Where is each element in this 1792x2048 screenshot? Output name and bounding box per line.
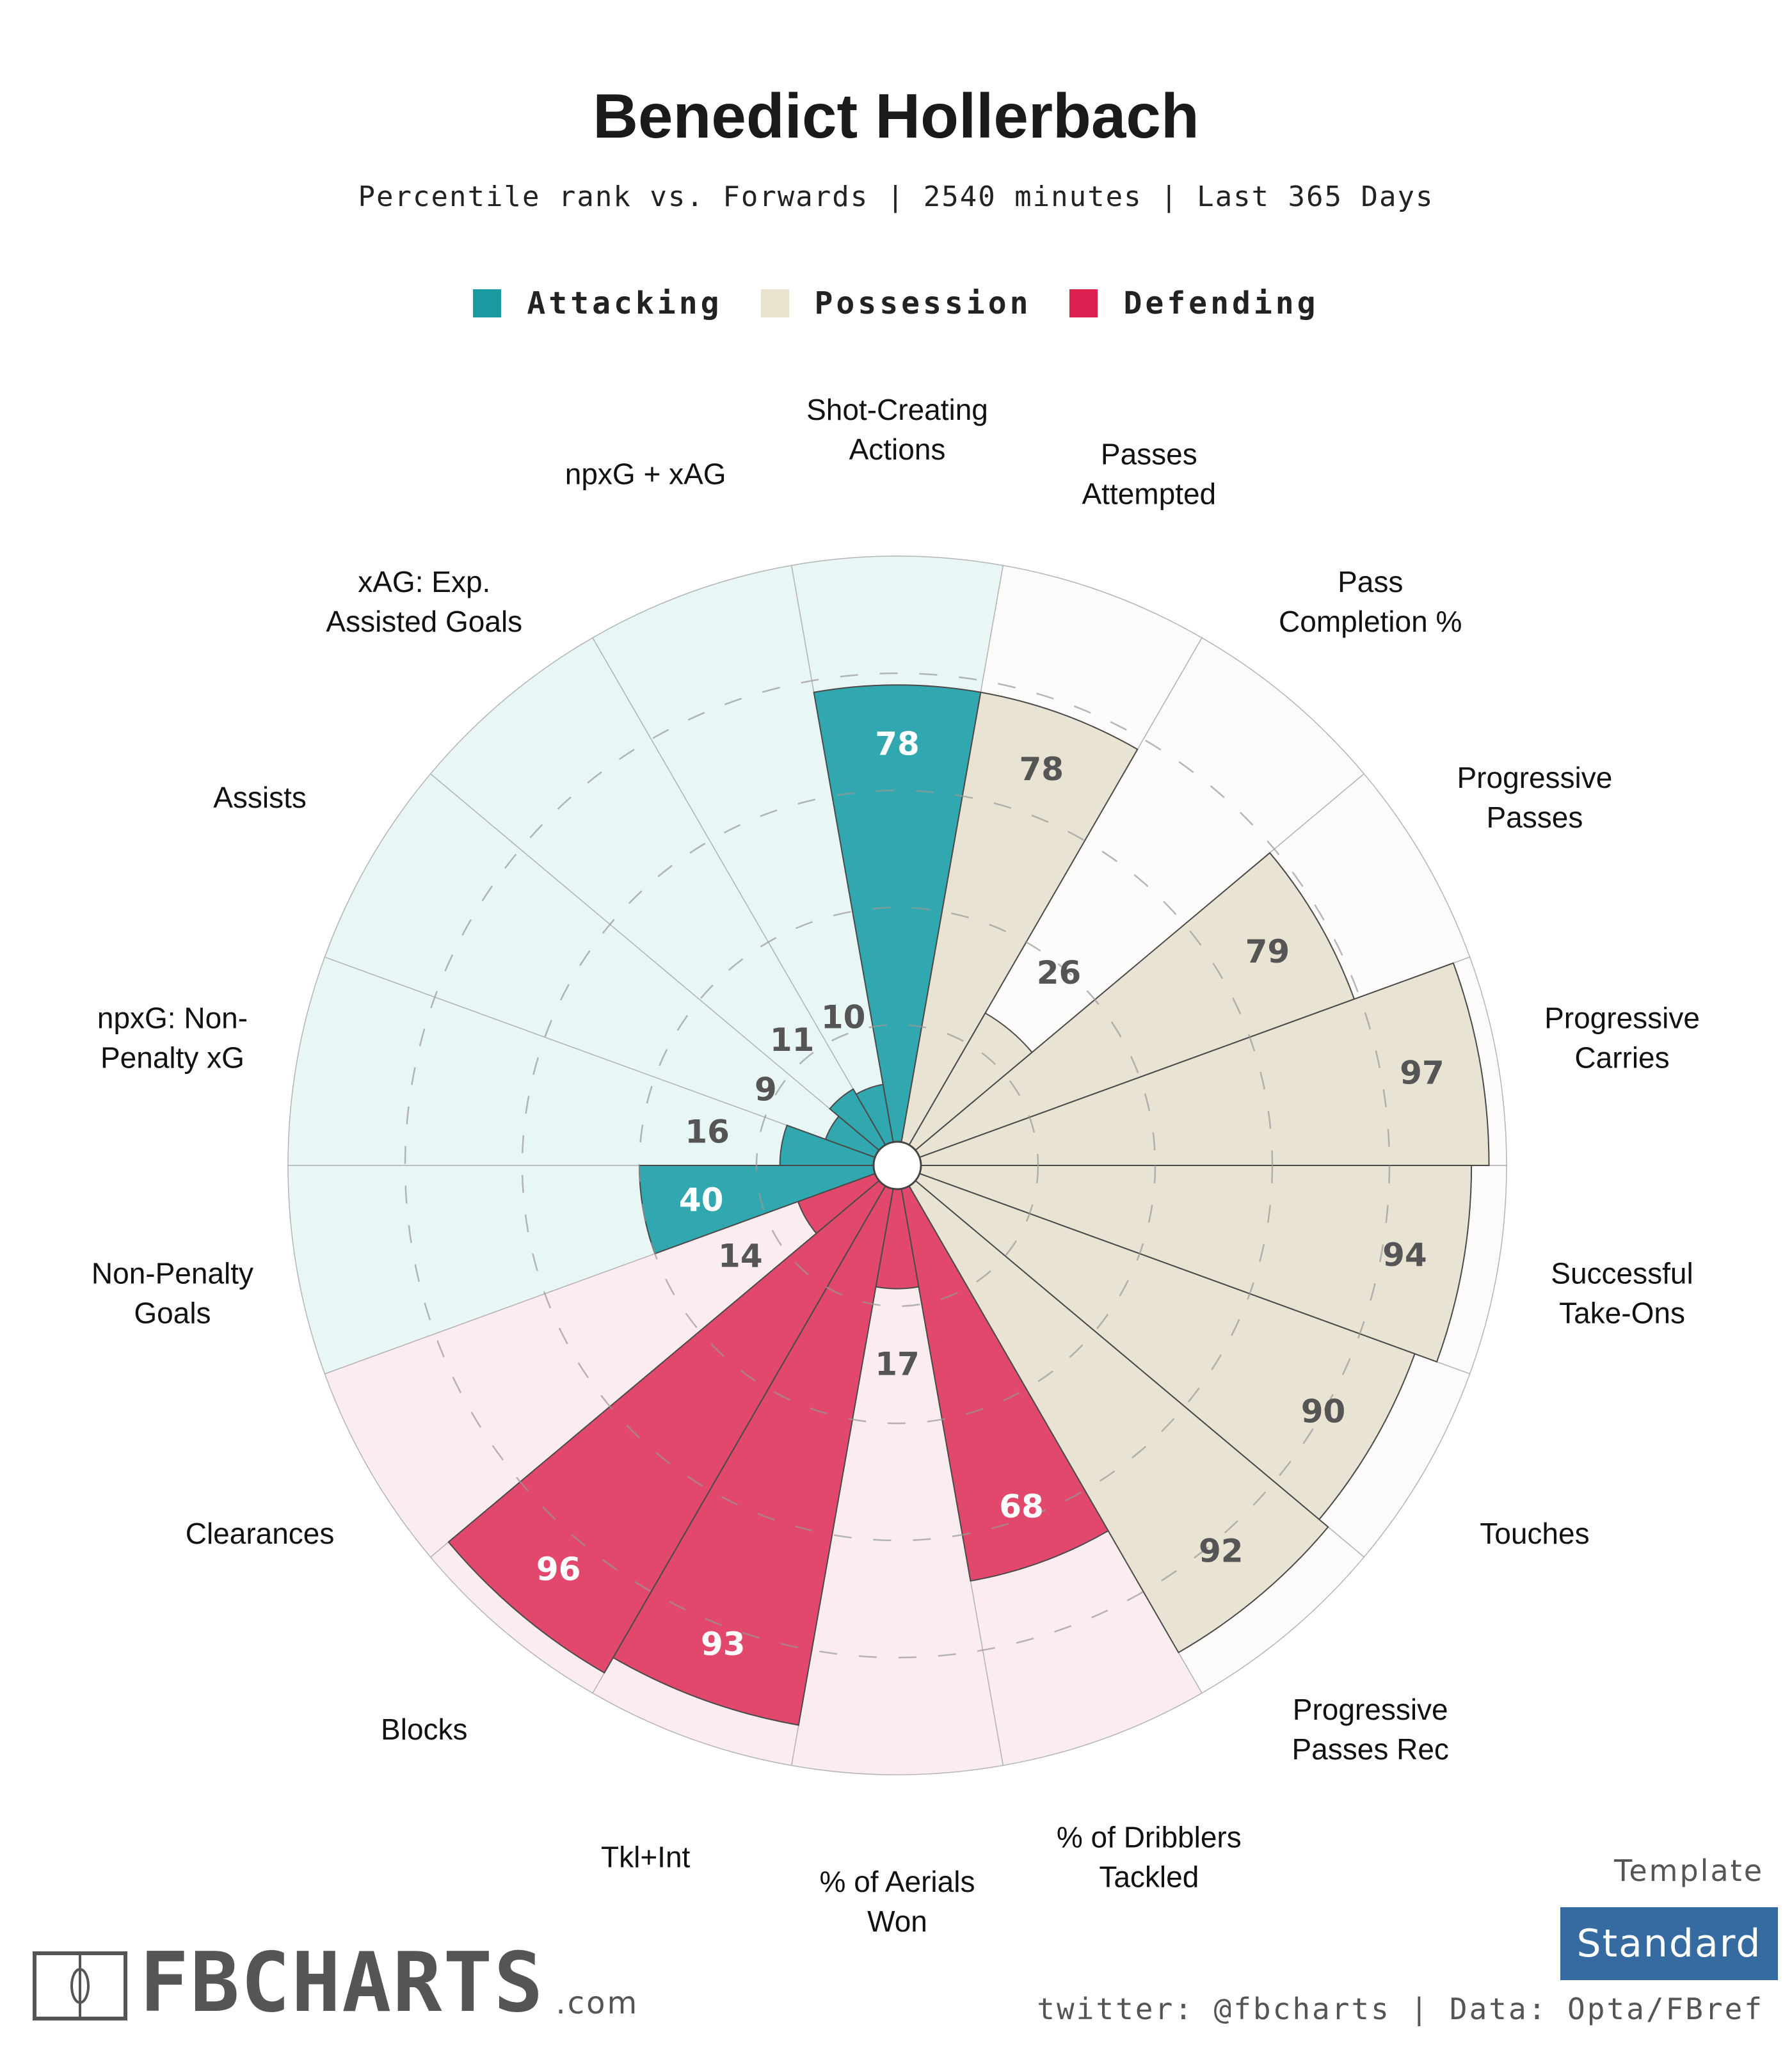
category-label: Take-Ons — [1559, 1297, 1685, 1330]
gridline — [755, 1023, 1039, 1308]
gridline — [521, 789, 1274, 1542]
value-label: 10 — [821, 998, 866, 1036]
pitch-icon — [33, 1951, 127, 2020]
value-label: 40 — [679, 1181, 724, 1219]
category-label: Completion % — [1279, 605, 1462, 638]
category-label: Pass — [1338, 565, 1403, 598]
category-label: xAG: Exp. — [358, 565, 490, 598]
value-label: 79 — [1245, 933, 1290, 970]
logo-text: FBCHARTS — [140, 1935, 545, 2031]
chart-subtitle: Percentile rank vs. Forwards | 2540 minu… — [358, 180, 1434, 213]
legend-item-possession: Possession — [760, 285, 1032, 321]
value-label: 9 — [755, 1071, 777, 1108]
legend-label: Attacking — [527, 285, 723, 321]
value-label: 68 — [999, 1488, 1044, 1525]
value-label: 90 — [1301, 1393, 1346, 1430]
value-label: 11 — [770, 1021, 815, 1059]
legend-swatch-attacking — [473, 289, 502, 317]
category-label: Passes Rec — [1292, 1732, 1448, 1766]
category-label: Clearances — [186, 1517, 335, 1550]
fbcharts-logo: FBCHARTS .com — [32, 1935, 639, 2031]
legend-swatch-defending — [1069, 289, 1098, 317]
legend-swatch-possession — [760, 289, 789, 317]
legend-label: Possession — [814, 285, 1032, 321]
category-label: Blocks — [381, 1713, 467, 1746]
category-label: Assisted Goals — [326, 605, 522, 638]
category-label: Passes — [1486, 801, 1583, 834]
category-label: Touches — [1480, 1517, 1589, 1550]
value-label: 14 — [718, 1238, 763, 1275]
category-label: Successful — [1551, 1257, 1693, 1290]
value-label: 94 — [1382, 1236, 1427, 1274]
category-label: Attempted — [1082, 477, 1216, 510]
gridline — [404, 672, 1391, 1659]
category-label: Shot-Creating — [806, 393, 988, 426]
value-label: 16 — [685, 1114, 730, 1151]
value-label: 97 — [1400, 1054, 1444, 1091]
category-label: npxG: Non- — [97, 1001, 248, 1034]
value-label: 96 — [536, 1551, 581, 1588]
category-label: Progressive — [1457, 761, 1612, 794]
credit-text: twitter: @fbcharts | Data: Opta/FBref — [1037, 1992, 1764, 2026]
category-label: Goals — [134, 1297, 211, 1330]
value-label: 78 — [875, 725, 920, 762]
category-label: Actions — [849, 433, 946, 466]
value-label: 93 — [701, 1626, 746, 1663]
category-label: Progressive — [1544, 1001, 1700, 1034]
template-label: Template — [1614, 1853, 1764, 1888]
category-label: % of Dribblers — [1057, 1821, 1242, 1854]
value-label: 17 — [875, 1346, 920, 1383]
value-label: 92 — [1199, 1533, 1244, 1570]
category-label: Tackled — [1099, 1860, 1199, 1894]
category-label: Tkl+Int — [601, 1841, 691, 1874]
template-badge: Standard — [1560, 1907, 1778, 1980]
legend-item-defending: Defending — [1069, 285, 1318, 321]
category-label: Non-Penalty — [92, 1257, 253, 1290]
category-label: npxG + xAG — [565, 457, 726, 490]
category-label: Progressive — [1293, 1693, 1448, 1726]
value-label: 26 — [1037, 954, 1082, 991]
category-label: Assists — [213, 781, 307, 814]
chart-title: Benedict Hollerbach — [593, 81, 1199, 151]
legend-item-attacking: Attacking — [473, 285, 722, 321]
gridline — [638, 906, 1156, 1425]
legend: Attacking Possession Defending — [0, 285, 1792, 321]
category-label: Penalty xG — [100, 1041, 244, 1074]
category-label: Passes — [1101, 437, 1197, 470]
center-hole — [872, 1140, 922, 1190]
value-label: 78 — [1019, 751, 1064, 788]
logo-suffix: .com — [556, 1985, 639, 2021]
category-label: Carries — [1574, 1041, 1669, 1074]
legend-label: Defending — [1123, 285, 1319, 321]
category-label: Won — [867, 1905, 927, 1938]
category-label: % of Aerials — [820, 1865, 975, 1898]
